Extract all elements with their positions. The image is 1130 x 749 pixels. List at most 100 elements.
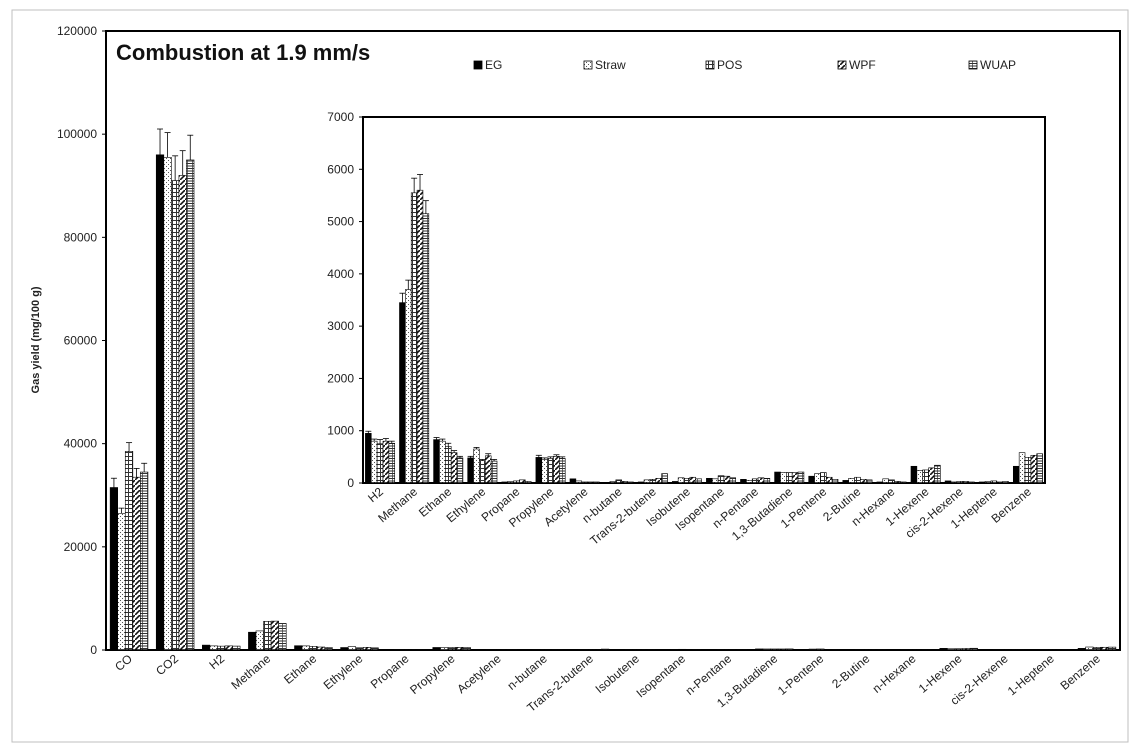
main-bar-wuap-methane [278,623,287,651]
inset-category-labels: H2MethaneEthaneEthylenePropanePropyleneA… [365,484,1034,547]
legend-swatch-eg [473,60,483,70]
main-category-label: CO [112,652,135,674]
main-category-label: Propylene [407,651,458,697]
inset-plot-frame [362,116,1046,484]
legend-label-wpf: WPF [849,58,876,72]
main-category-labels: CO CO2 H2 Methane Ethane Ethylene PropanePropy… [112,651,1103,714]
inset-bar-pos-2-butine [854,476,861,484]
main-y-tick-label: 0 [90,643,97,657]
inset-bar-wuap-benzene [1036,453,1043,484]
inset-bar-wpf-1-hexene [928,467,935,484]
inset-category-label: Ethylene [444,484,489,525]
main-bars [106,128,1120,651]
main-category-label: 1-Pentene [775,651,827,698]
y-axis-label: Gas yield (mg/100 g) [30,286,42,393]
main-bar-eg-methane [248,631,257,651]
inset-bar-pos-benzene [1024,457,1032,484]
main-category-label: Ethylene [321,651,366,692]
inset-y-tick-label: 0 [347,476,354,490]
legend-label-straw: Straw [595,58,626,72]
inset-bar-straw-1-hexene [916,470,924,484]
main-bar-wuap-co [140,471,149,651]
inset-bar-wpf-1-3-butadiene [791,472,799,484]
main-category-label: H2 [206,651,227,672]
legend-swatch-pos [705,60,715,70]
inset-bar-wpf-n-pentane [757,477,765,484]
inset-bar-straw-isobutene [677,477,685,484]
inset-bar-pos-h2 [376,443,384,484]
inset-bar-eg-1-hexene [910,465,918,484]
inset-bar-eg-ethane [433,439,440,484]
inset-category-label: H2 [365,484,386,505]
inset-bars [363,174,1045,484]
inset-bar-pos-ethane [445,446,452,484]
main-category-label: n-butane [505,651,551,692]
inset-bar-eg-ethylene [467,457,474,484]
inset-bar-wpf-isopentane [723,475,731,484]
main-bar-wpf-methane [270,620,279,651]
inset-bar-pos-propylene [547,458,554,484]
chart-border [11,9,1129,743]
main-category-label: Acetylene [454,651,504,696]
inset-bar-eg-1-3-butadiene [774,471,781,484]
inset-bar-wpf-benzene [1030,454,1038,484]
inset-bar-pos-methane [410,192,418,484]
inset-y-tick-label: 1000 [327,424,354,438]
inset-bar-straw-ethane [439,440,446,484]
main-category-label: Methane [228,651,273,692]
inset-bar-pos-ethylene [479,460,486,484]
inset-bar-straw-benzene [1018,452,1026,484]
main-category-label: Benzene [1058,651,1104,692]
inset-bar-straw-propylene [541,459,548,484]
inset-bar-wuap-trans-2-butene [661,473,668,484]
inset-bar-pos-isopentane [717,475,725,484]
main-y-ticks: 0 20000 40000 60000 80000 100000 120000 [57,24,106,657]
inset-bar-straw-1-3-butadiene [780,472,787,484]
main-category-label: 2-Butine [829,651,872,691]
main-bar-wpf-co2 [178,175,187,651]
main-bar-straw-co [117,513,126,651]
main-bar-pos-co [124,451,134,651]
inset-bar-wuap-1-3-butadiene [797,471,805,484]
main-category-label: Isopentane [634,651,689,700]
legend-label-pos: POS [717,58,742,72]
inset-bar-eg-benzene [1012,465,1020,484]
inset-y-tick-label: 4000 [327,267,354,281]
main-y-tick-label: 20000 [64,540,98,554]
main-y-tick-label: 40000 [64,437,98,451]
main-category-label: 1-Heptene [1005,651,1057,698]
main-bar-straw-methane [255,630,264,651]
inset-y-tick-label: 6000 [327,162,354,176]
main-y-tick-label: 100000 [57,127,97,141]
inset-bar-eg-1-pentene [808,475,815,484]
main-y-tick-label: 120000 [57,24,97,38]
legend-label-wuap: WUAP [980,58,1016,72]
inset-bar-pos-1-pentene [820,472,827,484]
inset-bar-wuap-1-hexene [934,464,941,484]
inset-bar-wpf-ethane [450,452,458,484]
main-category-label: Ethane [281,651,319,686]
inset-bar-wpf-methane [416,189,424,484]
inset-bar-wuap-methane [422,213,430,484]
inset-bar-wuap-propylene [559,458,566,484]
inset-bar-eg-h2 [365,433,372,484]
main-category-label: CO2 [153,651,181,678]
inset-bar-wuap-ethane [456,457,464,484]
main-y-tick-label: 60000 [64,334,98,348]
main-y-tick-label: 80000 [64,230,98,244]
inset-bar-wuap-isopentane [729,477,737,484]
legend-swatch-wpf [837,60,847,70]
inset-bar-straw-methane [405,289,412,484]
legend: EG Straw POS WPF WUAP [473,58,1016,72]
inset-y-tick-label: 7000 [327,110,354,124]
legend-label-eg: EG [485,58,502,72]
inset-bar-wpf-h2 [382,440,390,484]
main-bar-wpf-co [132,476,141,651]
main-bar-eg-co [109,487,119,651]
inset-y-tick-label: 5000 [327,215,354,229]
inset-bar-wuap-h2 [388,442,396,484]
main-bar-eg-co2 [155,154,165,651]
inset-y-ticks: 0 1000 2000 3000 4000 5000 6000 7000 [327,110,363,490]
